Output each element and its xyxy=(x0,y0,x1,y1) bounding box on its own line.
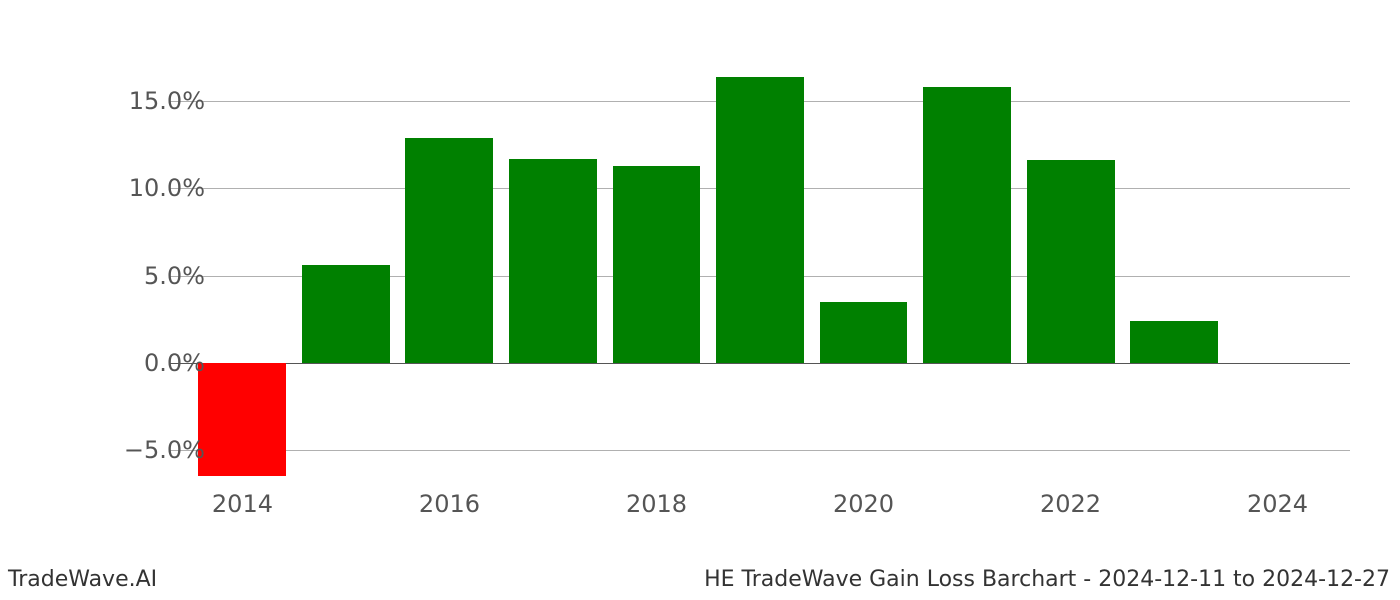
footer-left-label: TradeWave.AI xyxy=(8,567,157,592)
y-tick-label: 10.0% xyxy=(85,174,205,202)
bar xyxy=(405,138,493,363)
plot-area xyxy=(170,40,1350,520)
bar xyxy=(198,363,286,476)
x-tick-label: 2024 xyxy=(1247,490,1308,518)
bar xyxy=(509,159,597,363)
bar xyxy=(820,302,908,363)
y-tick-label: 5.0% xyxy=(85,262,205,290)
x-tick-label: 2018 xyxy=(626,490,687,518)
x-tick-label: 2014 xyxy=(212,490,273,518)
bar xyxy=(613,166,701,363)
y-tick-label: −5.0% xyxy=(85,436,205,464)
y-tick-label: 0.0% xyxy=(85,349,205,377)
x-tick-label: 2022 xyxy=(1040,490,1101,518)
gridline xyxy=(170,450,1350,451)
bar xyxy=(1027,160,1115,362)
y-tick-label: 15.0% xyxy=(85,87,205,115)
zero-line xyxy=(170,363,1350,365)
footer-right-label: HE TradeWave Gain Loss Barchart - 2024-1… xyxy=(704,567,1390,592)
bar xyxy=(302,265,390,363)
x-tick-label: 2020 xyxy=(833,490,894,518)
bar xyxy=(716,77,804,363)
x-tick-label: 2016 xyxy=(419,490,480,518)
bar xyxy=(1130,321,1218,363)
chart-container xyxy=(170,40,1350,520)
bar xyxy=(923,87,1011,363)
